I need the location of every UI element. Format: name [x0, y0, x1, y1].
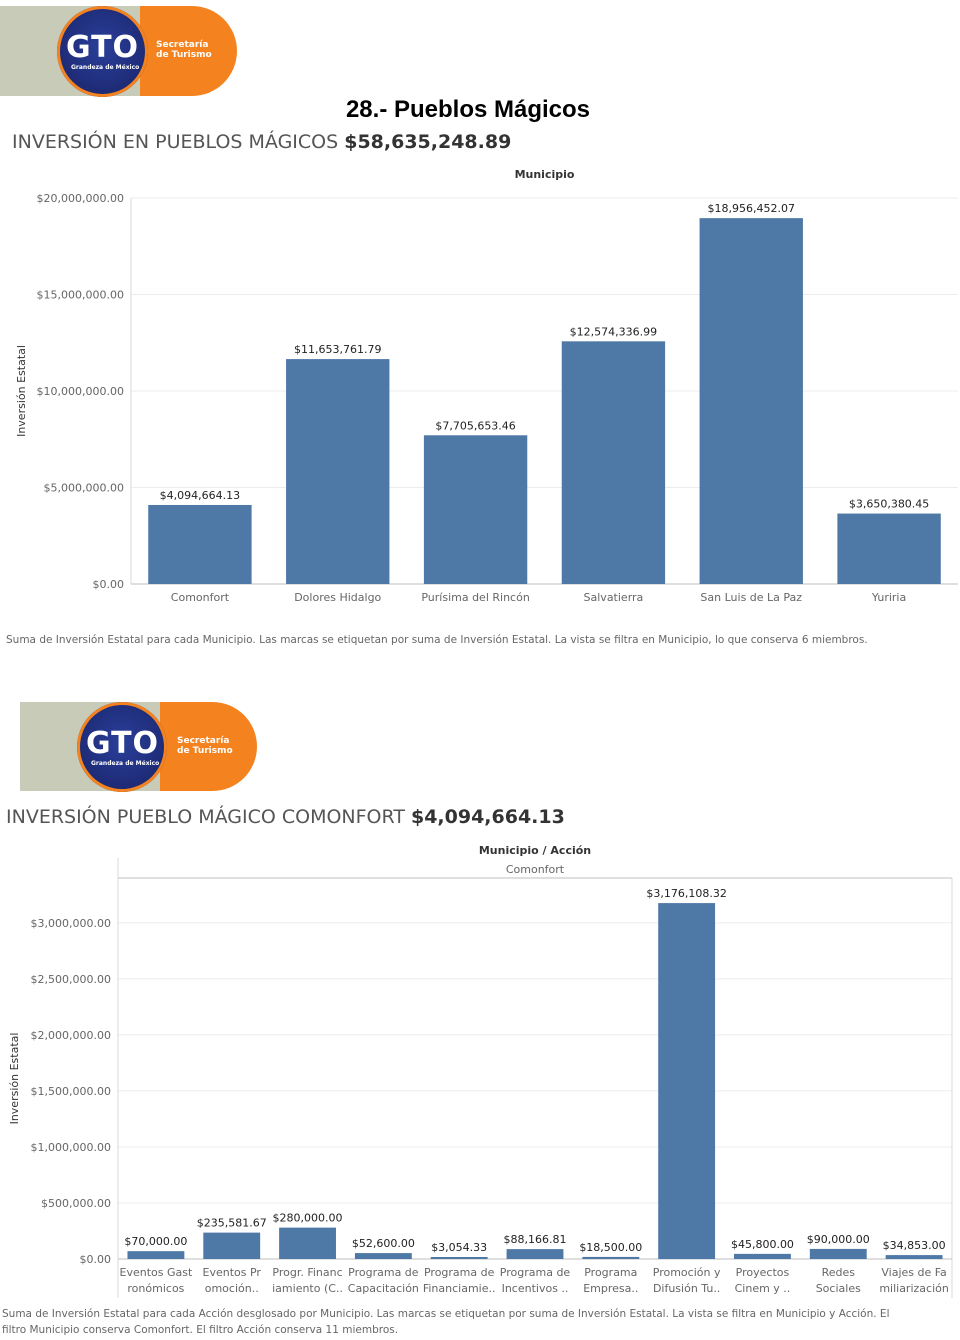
y-tick-label: $20,000,000.00	[37, 192, 124, 205]
y-tick-label: $2,500,000.00	[31, 973, 111, 986]
x-category-label: iamiento (C..	[272, 1282, 343, 1295]
bar	[837, 513, 941, 584]
bar-value-label: $7,705,653.46	[435, 419, 515, 432]
x-category-label: miliarización	[879, 1282, 949, 1295]
bar-value-label: $34,853.00	[883, 1239, 946, 1252]
bar	[734, 1253, 791, 1259]
x-category-label: San Luis de La Paz	[700, 591, 802, 604]
x-category-label: ronómicos	[127, 1282, 184, 1295]
secretaria-label: Secretaría de Turismo	[156, 40, 212, 60]
bar	[148, 504, 252, 584]
x-category-label: Cinem y ..	[735, 1282, 791, 1295]
y-tick-label: $10,000,000.00	[37, 385, 124, 398]
chart-comonfort-acciones: Municipio / Acción Comonfort Inversión Est…	[8, 844, 953, 1298]
bar-value-label: $4,094,664.13	[160, 489, 240, 502]
bar-value-label: $90,000.00	[807, 1233, 870, 1246]
chart2-y-axis-label: Inversión Estatal	[8, 1033, 21, 1125]
chart-municipio: Municipio Inversión Estatal $0.00 $5,000,00…	[15, 168, 958, 604]
x-category-label: omoción..	[205, 1282, 259, 1295]
bar-value-label: $235,581.67	[197, 1217, 267, 1230]
bar-value-label: $18,956,452.07	[708, 202, 795, 215]
chart2-header: Municipio / Acción	[479, 844, 591, 857]
gto-logo-icon	[77, 702, 167, 792]
bar	[699, 218, 803, 584]
x-category-label: Difusión Tu..	[653, 1282, 720, 1295]
x-category-label: Promoción y	[653, 1266, 721, 1279]
bar	[127, 1251, 185, 1259]
secretaria-label: Secretaría de Turismo	[177, 736, 233, 756]
y-tick-label: $15,000,000.00	[37, 289, 124, 302]
x-category-label: Eventos Gast	[120, 1266, 193, 1279]
bar-value-label: $3,176,108.32	[646, 887, 726, 900]
x-category-label: Comonfort	[171, 591, 230, 604]
x-category-label: Programa de	[500, 1266, 571, 1279]
x-category-label: Salvatierra	[584, 591, 644, 604]
chart1-title: INVERSIÓN EN PUEBLOS MÁGICOS $58,635,248…	[12, 131, 512, 153]
y-tick-label: $0.00	[93, 578, 125, 591]
x-category-label: Financiamie..	[423, 1282, 496, 1295]
y-tick-label: $3,000,000.00	[31, 917, 111, 930]
bar-value-label: $3,650,380.45	[849, 498, 929, 511]
bar-value-label: $52,600.00	[352, 1237, 415, 1250]
x-category-label: Purísima del Rincón	[421, 591, 529, 604]
page-title: 28.- Pueblos Mágicos	[345, 96, 591, 123]
x-category-label: Empresa..	[583, 1282, 638, 1295]
bar-value-label: $280,000.00	[273, 1212, 343, 1225]
y-tick-label: $2,000,000.00	[31, 1029, 111, 1042]
bar	[809, 1248, 867, 1259]
bar	[203, 1232, 261, 1259]
chart1-y-axis-label: Inversión Estatal	[15, 345, 28, 437]
y-tick-label: $500,000.00	[41, 1197, 111, 1210]
x-category-label: Programa de	[424, 1266, 495, 1279]
chart2-subheader: Comonfort	[506, 863, 565, 876]
chart2-caption: Suma de Inversión Estatal para cada Acci…	[2, 1308, 890, 1336]
x-category-label: Viajes de Fa	[881, 1266, 946, 1279]
bar-value-label: $70,000.00	[124, 1235, 187, 1248]
x-category-label: Programa	[584, 1266, 637, 1279]
bar	[561, 341, 666, 584]
y-tick-label: $1,500,000.00	[31, 1085, 111, 1098]
x-category-label: Dolores Hidalgo	[294, 591, 381, 604]
bar	[582, 1256, 640, 1259]
bar-value-label: $11,653,761.79	[294, 343, 381, 356]
x-category-label: Yuriria	[871, 591, 906, 604]
bar	[354, 1253, 412, 1259]
y-tick-label: $1,000,000.00	[31, 1141, 111, 1154]
bar	[506, 1249, 564, 1259]
bar	[286, 359, 390, 584]
x-category-label: Incentivos ..	[502, 1282, 569, 1295]
chart2-title: INVERSIÓN PUEBLO MÁGICO COMONFORT $4,094…	[6, 806, 565, 828]
y-tick-label: $0.00	[80, 1253, 112, 1266]
bar-value-label: $18,500.00	[579, 1241, 642, 1254]
chart1-caption: Suma de Inversión Estatal para cada Muni…	[6, 634, 868, 646]
bar-value-label: $3,054.33	[431, 1241, 487, 1254]
x-category-label: Programa de	[348, 1266, 419, 1279]
x-category-label: Eventos Pr	[203, 1266, 262, 1279]
bar	[430, 1257, 488, 1259]
bar	[279, 1227, 336, 1259]
x-category-label: Proyectos	[736, 1266, 790, 1279]
chart1-header: Municipio	[515, 168, 575, 181]
x-category-label: Progr. Financ	[272, 1266, 342, 1279]
bar-value-label: $45,800.00	[731, 1238, 794, 1251]
x-category-label: Sociales	[816, 1282, 861, 1295]
gto-logo-icon	[57, 6, 148, 97]
bar-value-label: $12,574,336.99	[570, 325, 657, 338]
bar-value-label: $88,166.81	[504, 1233, 567, 1246]
bar	[658, 903, 716, 1259]
y-tick-label: $5,000,000.00	[44, 482, 124, 495]
bar	[885, 1255, 943, 1259]
x-category-label: Redes	[822, 1266, 856, 1279]
x-category-label: Capacitación	[348, 1282, 419, 1295]
bar	[423, 435, 528, 584]
